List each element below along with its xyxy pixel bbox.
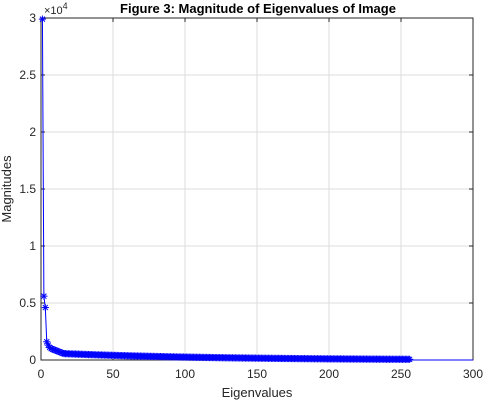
y-tick-label-1: 0.5 [19, 296, 36, 310]
x-axis-label: Eigenvalues [222, 385, 293, 400]
y-tick-label-2: 1 [29, 239, 36, 253]
y-tick-label-5: 2.5 [19, 68, 36, 82]
data-point-256 [406, 356, 413, 363]
y-tick-label-4: 2 [29, 125, 36, 139]
y-exponent-label: ×104 [44, 1, 68, 17]
y-tick-label-3: 1.5 [19, 182, 36, 196]
y-tick-label-6: 3 [29, 11, 36, 25]
data-point-3 [42, 304, 49, 311]
y-exponent-power: 4 [63, 1, 68, 11]
y-tick-label-0: 0 [29, 353, 36, 367]
x-tick-label-0: 0 [38, 367, 45, 381]
x-tick-label-6: 300 [463, 367, 483, 381]
x-tick-label-3: 150 [247, 367, 267, 381]
x-tick-label-5: 250 [391, 367, 411, 381]
x-tick-label-4: 200 [319, 367, 339, 381]
y-exponent-base: ×10 [44, 5, 63, 17]
chart-title: Figure 3: Magnitude of Eigenvalues of Im… [120, 1, 396, 16]
grid [41, 18, 473, 360]
y-axis-label: Magnitudes [0, 155, 14, 223]
data-point-2 [40, 293, 47, 300]
x-tick-label-2: 100 [175, 367, 195, 381]
x-axis: 0 50 100 150 200 250 300 [38, 18, 484, 381]
x-tick-label-1: 50 [106, 367, 120, 381]
data-point-1 [39, 16, 46, 23]
